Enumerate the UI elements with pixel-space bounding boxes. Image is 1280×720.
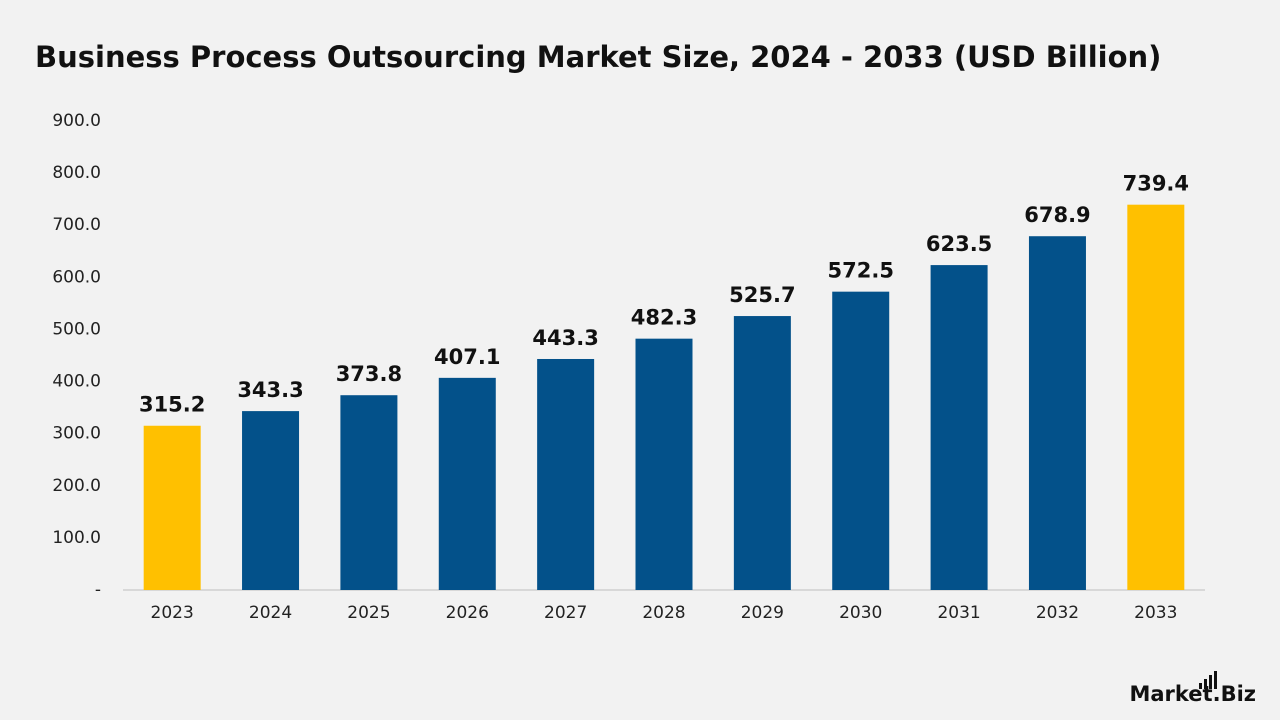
y-tick-label: 200.0 bbox=[52, 476, 101, 496]
value-label: 373.8 bbox=[336, 362, 402, 386]
value-label: 315.2 bbox=[139, 393, 205, 417]
value-label: 407.1 bbox=[434, 345, 500, 369]
bar bbox=[537, 358, 595, 590]
x-tick-label: 2026 bbox=[446, 603, 489, 623]
x-tick-label: 2032 bbox=[1036, 603, 1079, 623]
x-tick-label: 2027 bbox=[544, 603, 587, 623]
x-tick-label: 2033 bbox=[1134, 603, 1177, 623]
bar bbox=[340, 395, 398, 590]
bar bbox=[143, 425, 201, 590]
value-label: 443.3 bbox=[532, 326, 598, 350]
bar bbox=[438, 377, 496, 590]
value-label: 343.3 bbox=[237, 378, 303, 402]
bar bbox=[1127, 204, 1185, 591]
value-label: 482.3 bbox=[631, 306, 697, 330]
watermark: Market.Biz bbox=[1129, 682, 1256, 706]
value-label: 739.4 bbox=[1123, 172, 1189, 196]
x-tick-label: 2025 bbox=[347, 603, 390, 623]
bar bbox=[242, 411, 300, 590]
x-tick-label: 2023 bbox=[151, 603, 194, 623]
y-tick-label: 600.0 bbox=[52, 267, 101, 287]
y-tick-label: 500.0 bbox=[52, 319, 101, 339]
x-tick-label: 2024 bbox=[249, 603, 292, 623]
x-tick-label: 2029 bbox=[741, 603, 784, 623]
y-tick-label: 700.0 bbox=[52, 215, 101, 235]
y-tick-label: 100.0 bbox=[52, 528, 101, 548]
y-tick-label: 400.0 bbox=[52, 372, 101, 392]
y-tick-label: 300.0 bbox=[52, 424, 101, 444]
bar bbox=[635, 338, 693, 590]
bar bbox=[733, 316, 791, 590]
y-tick-label: 900.0 bbox=[52, 111, 101, 131]
y-tick-label: - bbox=[95, 580, 101, 600]
value-label: 572.5 bbox=[828, 259, 894, 283]
bar bbox=[1028, 236, 1086, 591]
y-tick-label: 800.0 bbox=[52, 163, 101, 183]
bar bbox=[930, 265, 988, 590]
x-tick-label: 2030 bbox=[839, 603, 882, 623]
bar bbox=[832, 291, 890, 590]
chart-title: Business Process Outsourcing Market Size… bbox=[35, 40, 1161, 74]
logo-icon bbox=[1199, 671, 1217, 689]
x-tick-label: 2028 bbox=[642, 603, 685, 623]
x-tick-label: 2031 bbox=[937, 603, 980, 623]
value-label: 525.7 bbox=[729, 283, 795, 307]
value-label: 678.9 bbox=[1024, 203, 1090, 227]
value-label: 623.5 bbox=[926, 232, 992, 256]
